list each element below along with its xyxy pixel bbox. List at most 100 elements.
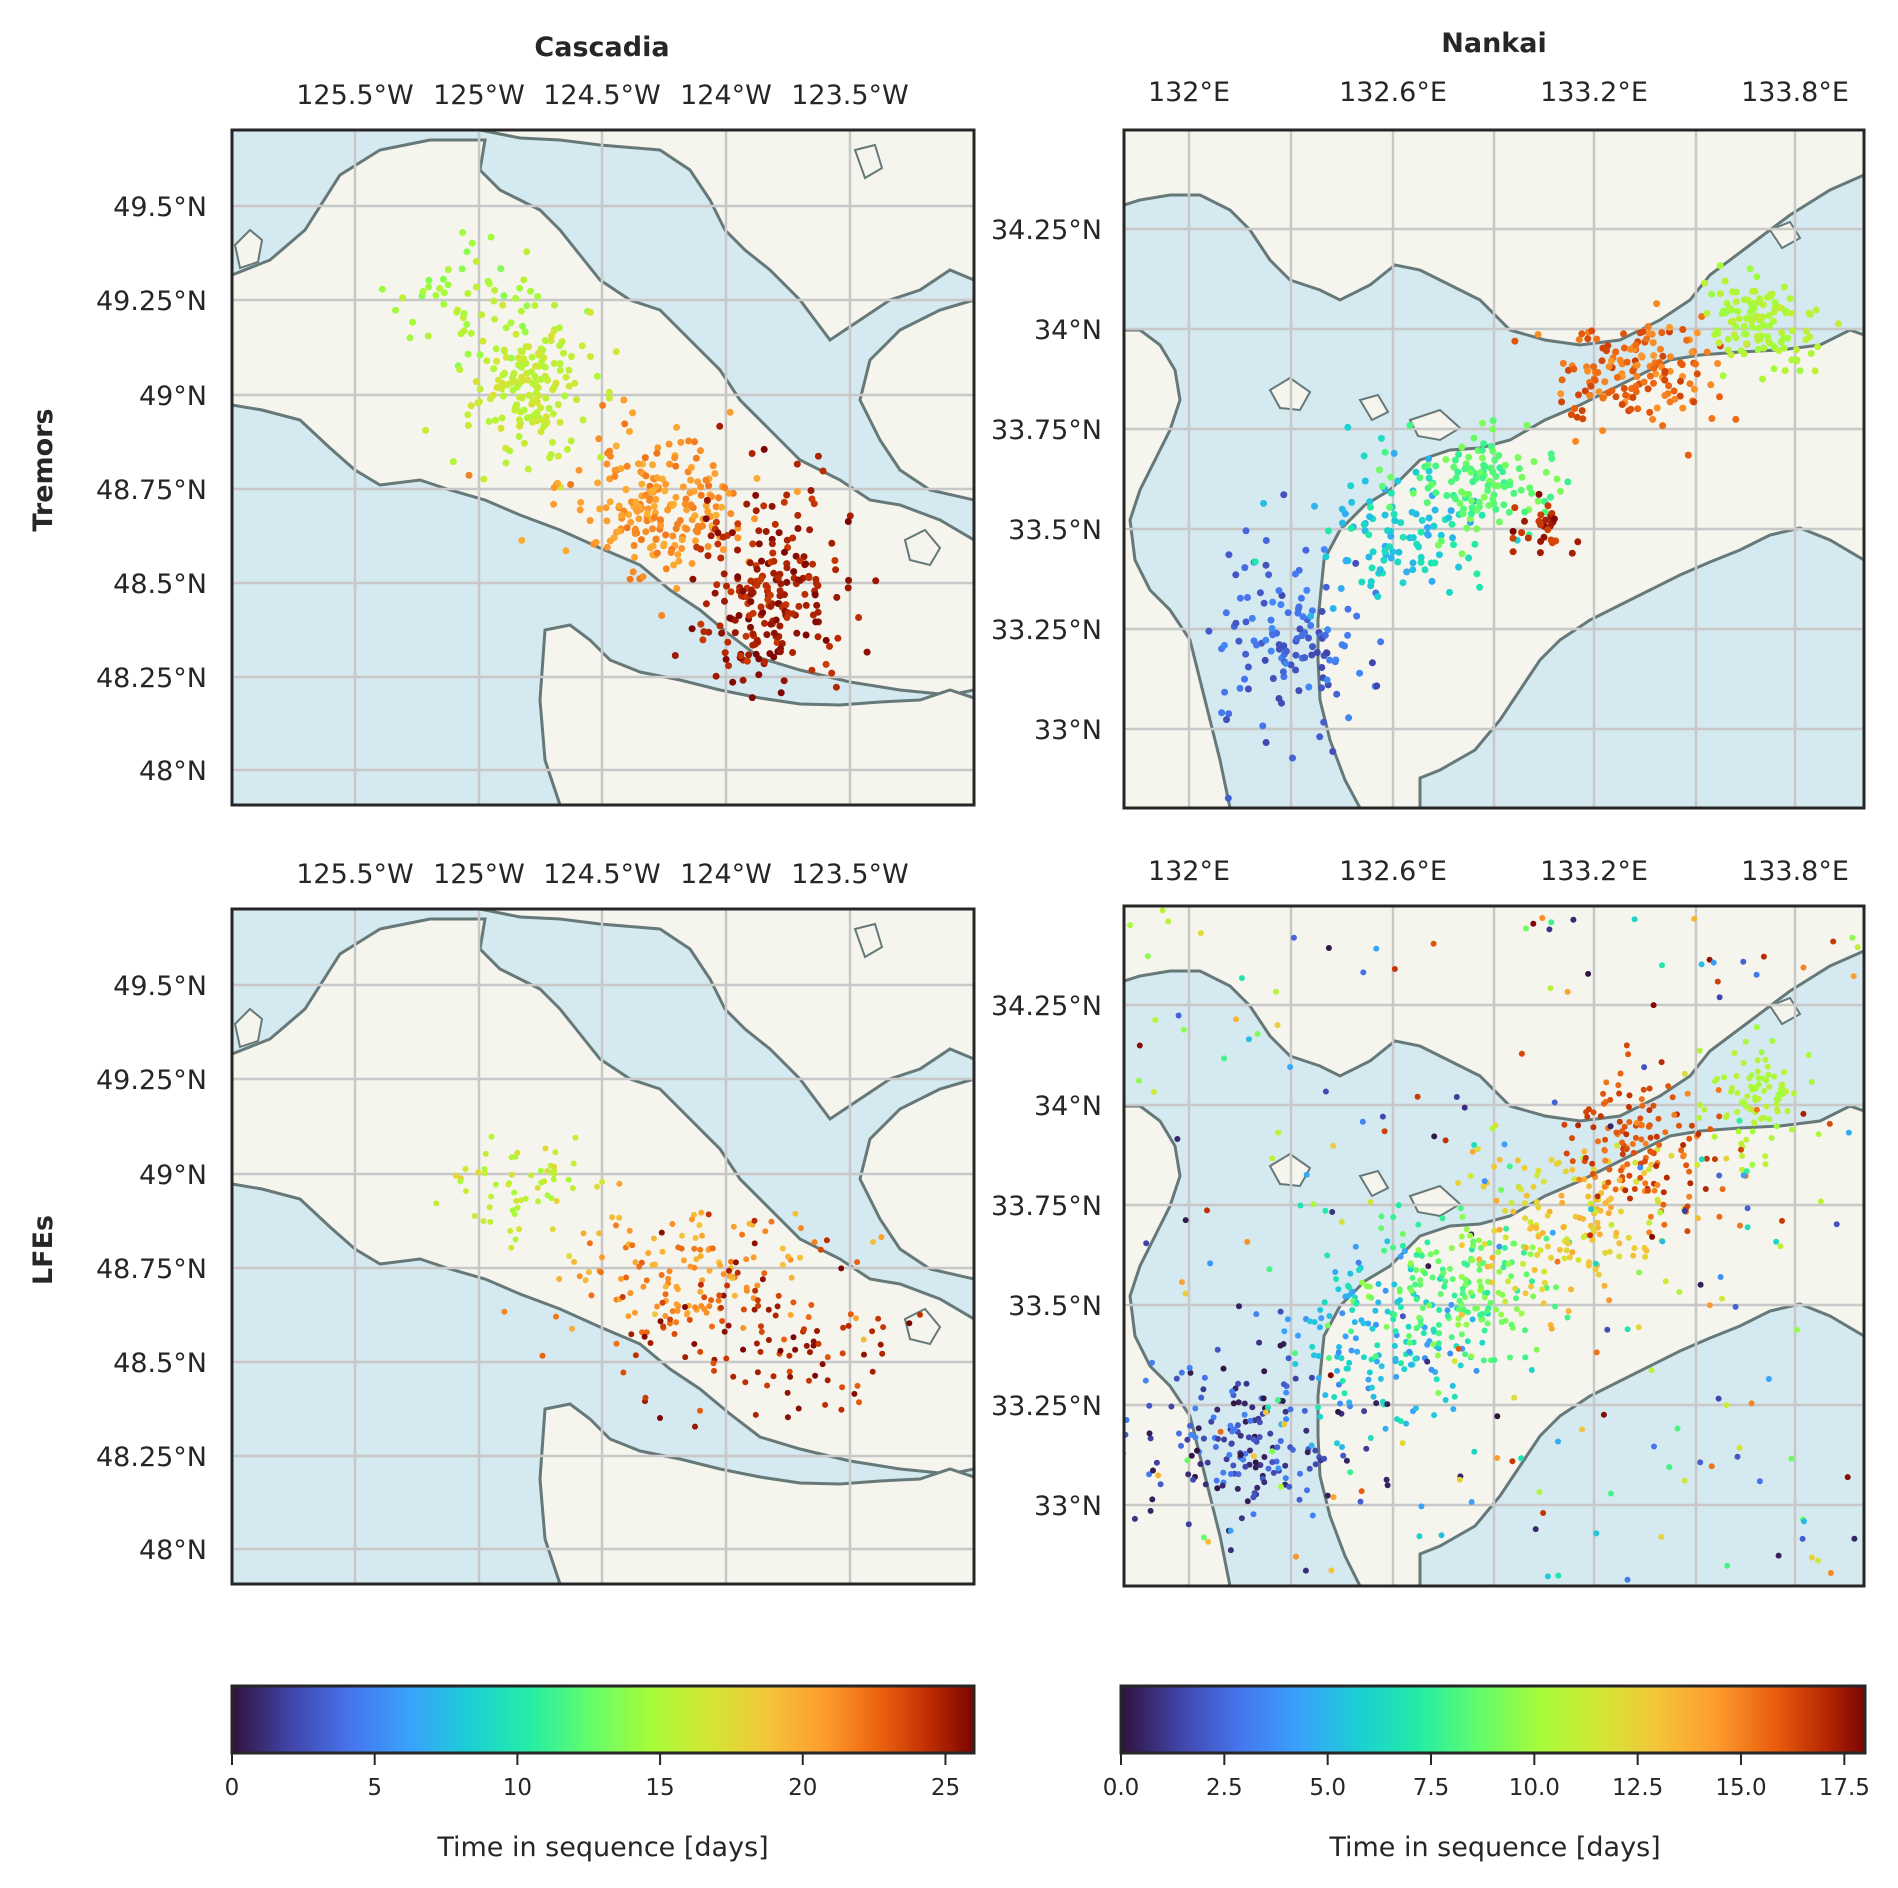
event-point [626, 428, 633, 435]
event-point [606, 498, 614, 506]
event-point [1220, 1469, 1227, 1476]
event-point [1469, 1316, 1476, 1323]
event-point [1569, 1158, 1576, 1165]
event-point [1369, 1325, 1376, 1332]
event-point [594, 1183, 601, 1190]
event-point [1751, 1119, 1757, 1126]
event-point [1696, 1102, 1703, 1108]
event-point [1684, 1228, 1691, 1235]
event-point [1660, 1189, 1667, 1196]
event-point [1333, 690, 1341, 698]
event-point [1221, 1436, 1228, 1443]
event-point [1250, 1511, 1257, 1518]
event-point [784, 1389, 791, 1396]
event-point [660, 540, 668, 548]
event-point [1282, 647, 1290, 655]
event-point [1683, 336, 1691, 344]
event-point [1324, 1492, 1331, 1499]
event-point [1518, 1050, 1525, 1057]
event-point [553, 1198, 560, 1204]
event-point [1451, 1292, 1458, 1299]
event-point [1681, 1070, 1688, 1077]
event-point [662, 1313, 669, 1319]
event-point [1523, 1192, 1530, 1199]
event-point [1322, 583, 1330, 591]
event-point [1760, 953, 1767, 960]
event-point [1184, 1457, 1191, 1464]
event-point [1457, 1205, 1464, 1212]
event-point [1624, 1326, 1631, 1333]
event-point [523, 248, 531, 256]
event-point [1707, 381, 1715, 389]
event-point [661, 487, 669, 495]
event-point [1307, 612, 1315, 620]
event-point [514, 1204, 521, 1211]
event-point [550, 1171, 557, 1178]
event-point [1844, 1474, 1851, 1481]
event-point [1442, 1137, 1449, 1144]
event-point [753, 474, 761, 482]
event-point [1443, 492, 1451, 499]
event-point [1188, 1431, 1195, 1438]
event-point [1444, 1307, 1451, 1314]
event-point [1686, 1168, 1693, 1175]
event-point [1678, 1147, 1685, 1154]
event-point [1539, 1286, 1546, 1293]
event-point [759, 609, 767, 616]
event-point [807, 1349, 813, 1356]
event-point [1458, 443, 1466, 451]
event-point [822, 636, 830, 644]
event-point [1247, 1447, 1253, 1454]
event-point [1230, 1400, 1237, 1407]
event-point [1344, 423, 1352, 431]
event-point [1584, 367, 1592, 375]
event-point [1458, 1242, 1465, 1249]
event-point [780, 498, 788, 506]
xtick: 125°W [433, 80, 525, 111]
event-point [1548, 919, 1555, 926]
event-point [1728, 1088, 1734, 1095]
event-point [654, 1303, 661, 1310]
xtick: 133.2°E [1540, 856, 1648, 887]
event-point [687, 476, 695, 484]
event-point [1280, 1381, 1287, 1388]
event-point [1291, 570, 1299, 578]
event-point [560, 349, 567, 357]
event-point [688, 1216, 695, 1223]
event-point [1428, 577, 1436, 585]
event-point [1535, 490, 1543, 498]
event-point [1534, 497, 1542, 505]
ytick: 33.75°N [991, 415, 1102, 446]
event-point [1749, 1128, 1756, 1135]
event-point [1637, 352, 1645, 360]
event-point [797, 1254, 803, 1261]
event-point [1186, 1364, 1193, 1371]
event-point [1623, 358, 1631, 366]
event-point [777, 689, 785, 697]
event-point [665, 1275, 672, 1282]
event-point [1149, 1359, 1155, 1366]
event-point [669, 1308, 676, 1315]
event-point [1850, 973, 1857, 980]
event-point [749, 641, 757, 649]
event-point [1742, 1038, 1749, 1045]
event-point [1424, 524, 1431, 532]
event-point [1644, 1187, 1651, 1194]
event-point [1686, 380, 1694, 388]
event-point [1384, 1482, 1391, 1489]
event-point [1620, 385, 1628, 392]
event-point [1717, 1274, 1724, 1280]
event-point [485, 418, 493, 425]
event-point [755, 671, 763, 679]
event-point [1447, 1265, 1453, 1272]
event-point [535, 1198, 542, 1205]
event-point [512, 330, 520, 338]
ytick: 34.25°N [991, 991, 1102, 1022]
event-point [1272, 988, 1279, 995]
event-point [512, 1236, 519, 1243]
event-point [1347, 524, 1355, 532]
event-point [1595, 388, 1603, 396]
event-point [1327, 1372, 1334, 1379]
event-point [1277, 1342, 1284, 1349]
event-point [1470, 1238, 1477, 1245]
